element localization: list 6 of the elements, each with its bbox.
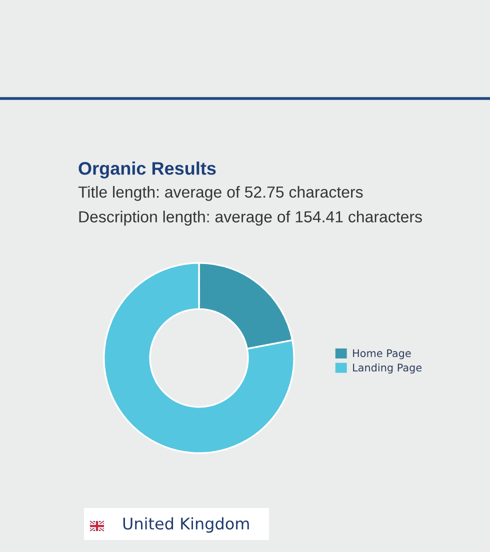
legend-label: Landing Page — [353, 363, 422, 374]
legend-label: Home Page — [353, 349, 411, 360]
chart-subtitle: Title length: average of 52.75 characters Description length: average of 154.41 characters — [78, 186, 422, 226]
text: United Kingdom — [123, 517, 249, 533]
chart-title: Organic Results — [78, 162, 216, 178]
donut-slice — [103, 262, 295, 454]
